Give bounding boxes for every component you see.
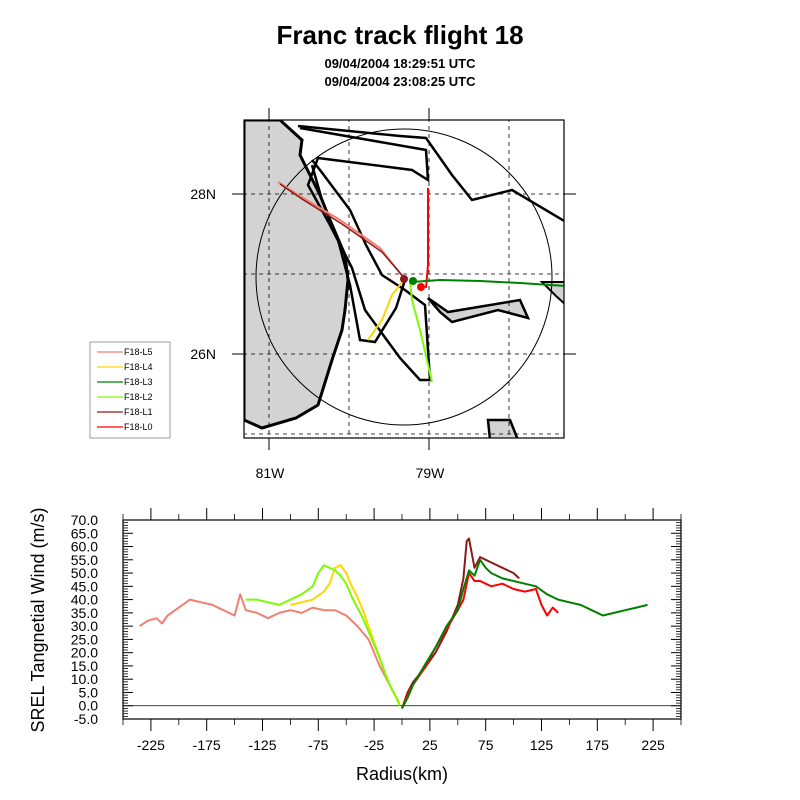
y-tick-label: 55.0 <box>71 552 98 568</box>
lon-label: 81W <box>256 465 286 481</box>
y-tick-label: 25.0 <box>71 631 98 647</box>
coast-line <box>310 164 407 344</box>
legend: F18-L5 F18-L4 F18-L3 F18-L2 F18-L1 F18-L… <box>89 341 171 439</box>
y-tick-label: 50.0 <box>71 565 98 581</box>
map-frame <box>243 119 565 439</box>
wind-profile-chart: -5.00.05.010.015.020.025.030.035.040.045… <box>28 507 682 784</box>
coast-line <box>299 126 432 382</box>
end-time: 09/04/2004 23:08:25 UTC <box>324 74 476 89</box>
series-line-l3 <box>401 558 648 709</box>
x-tick-label: -75 <box>308 737 328 753</box>
x-tick-label: -125 <box>248 737 276 753</box>
legend-label: F18-L1 <box>124 407 153 417</box>
storm-center-marker <box>409 277 417 285</box>
legend-label: F18-L0 <box>124 422 153 432</box>
x-tick-label: 125 <box>530 737 554 753</box>
y-tick-label: 15.0 <box>71 658 98 674</box>
series-line-l0 <box>401 572 559 709</box>
leg-l1-track <box>279 183 407 281</box>
chart-title: Franc track flight 18 <box>276 20 524 50</box>
leg-l0-track <box>425 188 429 289</box>
y-tick-label: 45.0 <box>71 578 98 594</box>
series-line-l2 <box>245 564 401 707</box>
x-tick-label: 75 <box>478 737 494 753</box>
series-layer <box>139 537 648 709</box>
map-ticks <box>232 108 576 450</box>
y-tick-label: -5.0 <box>74 711 98 727</box>
y-tick-label: 65.0 <box>71 525 98 541</box>
y-tick-label: 40.0 <box>71 592 98 608</box>
track-map: 28N 26N 81W 79W <box>190 108 576 481</box>
lon-label: 79W <box>416 465 446 481</box>
y-tick-label: 70.0 <box>71 512 98 528</box>
storm-center-marker <box>417 283 425 291</box>
x-tick-label: 25 <box>422 737 438 753</box>
y-axis-label: SREL Tangnetial Wind (m/s) <box>28 507 48 732</box>
x-tick-label: -25 <box>364 737 384 753</box>
plot-frame <box>122 519 682 720</box>
y-tick-label: 10.0 <box>71 671 98 687</box>
leg-l2-track <box>409 281 433 383</box>
y-tick-label: 20.0 <box>71 645 98 661</box>
range-circle <box>255 128 553 426</box>
x-axis-label: Radius(km) <box>356 764 448 784</box>
series-line-l4 <box>290 564 401 704</box>
y-tick-label: 35.0 <box>71 605 98 621</box>
legend-label: F18-L3 <box>124 377 153 387</box>
leg-l3-track <box>411 278 564 287</box>
island-land <box>427 296 531 324</box>
y-tick-label: 60.0 <box>71 539 98 555</box>
leg-l4-track <box>367 279 405 341</box>
legend-label: F18-L4 <box>124 362 153 372</box>
coast-line <box>297 124 564 223</box>
start-time: 09/04/2004 18:29:51 UTC <box>324 56 476 71</box>
series-line-l1 <box>401 537 520 709</box>
legend-label: F18-L2 <box>124 392 153 402</box>
legend-label: F18-L5 <box>124 347 153 357</box>
x-tick-label: -175 <box>193 737 221 753</box>
y-tick-label: 5.0 <box>79 684 99 700</box>
storm-center-marker <box>400 275 408 283</box>
x-tick-label: 225 <box>641 737 665 753</box>
x-tick-label: 175 <box>586 737 610 753</box>
lat-label: 26N <box>190 346 216 362</box>
map-grid <box>244 120 564 438</box>
y-tick-label: 0.0 <box>79 698 99 714</box>
x-tick-label: -225 <box>137 737 165 753</box>
tick-layer: -5.00.05.010.015.020.025.030.035.040.045… <box>71 508 682 753</box>
lat-label: 28N <box>190 186 216 202</box>
series-line-l5 <box>139 593 398 699</box>
island-land <box>486 418 519 438</box>
y-tick-label: 30.0 <box>71 618 98 634</box>
